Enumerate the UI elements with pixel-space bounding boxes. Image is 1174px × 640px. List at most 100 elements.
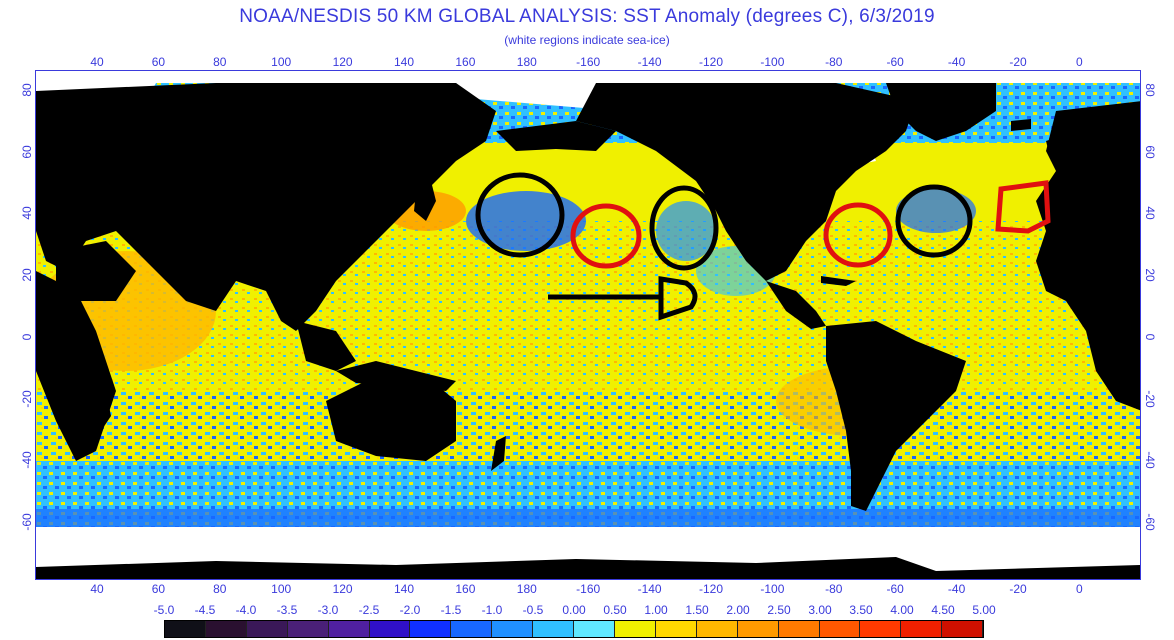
longitude-label: -140: [637, 582, 662, 596]
longitude-label: 80: [213, 582, 227, 596]
colorbar-label: -0.5: [522, 603, 544, 617]
north-america-land: [576, 83, 916, 281]
latitude-label: 60: [20, 145, 34, 159]
colorbar-swatch: [614, 621, 656, 637]
longitude-label: 180: [516, 582, 537, 596]
colorbar-swatch: [860, 621, 902, 637]
colorbar-swatch: [165, 621, 206, 637]
colorbar-label: 1.00: [644, 603, 668, 617]
longitude-label: 80: [213, 55, 227, 69]
colorbar-label: 0.00: [562, 603, 586, 617]
colorbar-swatch: [410, 621, 452, 637]
map-canvas: [36, 71, 1140, 579]
colorbar-swatch: [574, 621, 615, 637]
longitude-label: 120: [332, 582, 353, 596]
japan-land: [414, 181, 436, 221]
colorbar-label: -4.0: [235, 603, 257, 617]
colorbar-label: 4.50: [931, 603, 955, 617]
sst-anomaly-map: [35, 70, 1141, 580]
colorbar-swatch: [451, 621, 493, 637]
colorbar-swatch: [737, 621, 779, 637]
latitude-label: 40: [1143, 206, 1157, 221]
annotation-red-circle-3: [995, 180, 1051, 234]
colorbar-swatch: [819, 621, 861, 637]
africa-land: [36, 271, 116, 461]
antarctica-land: [36, 557, 1140, 579]
longitude-label: -120: [698, 582, 724, 596]
longitude-label: -40: [947, 582, 966, 596]
longitude-label: 160: [455, 582, 476, 596]
latitude-label: -60: [1143, 513, 1157, 531]
latitude-label: 40: [20, 206, 34, 221]
longitude-label: 0: [1076, 582, 1083, 596]
longitude-label: -160: [576, 582, 601, 596]
colorbar-label: -1.0: [481, 603, 503, 617]
colorbar-swatch: [696, 621, 738, 637]
annotation-red-circle-1: [570, 203, 642, 269]
colorbar-swatch: [205, 621, 247, 637]
madagascar-land: [96, 391, 111, 431]
colorbar-swatch: [778, 621, 820, 637]
colorbar-label: 4.00: [890, 603, 914, 617]
colorbar-swatch: [901, 621, 943, 637]
longitude-label: 40: [90, 582, 104, 596]
colorbar-label: 0.50: [603, 603, 627, 617]
longitude-label: -40: [947, 55, 966, 69]
new-zealand-land: [491, 436, 506, 471]
colorbar-label: -1.5: [440, 603, 462, 617]
colorbar-label: 3.50: [849, 603, 873, 617]
british-isles-land: [1046, 136, 1066, 161]
south-america-land: [826, 321, 966, 511]
latitude-label: 60: [1143, 145, 1157, 159]
antarctic-coastal-cool: [36, 509, 1140, 527]
longitude-label: -140: [637, 55, 662, 69]
longitude-label: -60: [886, 582, 904, 596]
longitude-label: -120: [698, 55, 724, 69]
colorbar-swatch: [369, 621, 411, 637]
longitude-label: 60: [151, 55, 166, 69]
annotation-black-circle-1: [475, 172, 565, 258]
colorbar-label: -4.5: [194, 603, 216, 617]
colorbar-label: -2.0: [399, 603, 421, 617]
colorbar-label: 5.00: [972, 603, 996, 617]
chart-subtitle: (white regions indicate sea-ice): [504, 33, 670, 47]
longitude-label: -100: [760, 582, 785, 596]
latitude-label: 0: [1143, 333, 1157, 341]
latitude-label: -40: [1143, 451, 1157, 469]
latitude-label: -40: [20, 451, 34, 469]
latitude-label: 0: [20, 333, 34, 341]
longitude-label: -20: [1009, 582, 1027, 596]
colorbar-label: -5.0: [153, 603, 175, 617]
colorbar-label: 3.00: [808, 603, 832, 617]
annotation-black-arrow: [548, 276, 698, 321]
longitude-label: 140: [393, 55, 415, 69]
cuba-land: [821, 276, 856, 286]
alaska-land: [496, 121, 616, 151]
longitude-label: 60: [151, 582, 166, 596]
arctic-sea-ice: [36, 71, 1140, 83]
colorbar: [164, 620, 984, 638]
north-pacific-cool: [466, 191, 586, 251]
colorbar-swatch: [942, 621, 984, 637]
latitude-label: -20: [1143, 389, 1157, 408]
southern-ocean-speckled: [36, 391, 1140, 461]
chart-title: NOAA/NESDIS 50 KM GLOBAL ANALYSIS: SST A…: [239, 6, 935, 27]
greenland-land: [886, 83, 996, 141]
gulf-of-alaska-cool: [656, 201, 716, 261]
longitude-label: -60: [886, 55, 904, 69]
longitude-label: 0: [1076, 55, 1083, 69]
colorbar-swatch: [655, 621, 697, 637]
longitude-label: 180: [516, 55, 537, 69]
colorbar-label: -3.0: [317, 603, 339, 617]
colorbar-label: -2.5: [358, 603, 380, 617]
longitude-label: -80: [825, 55, 843, 69]
latitude-label: 20: [20, 268, 34, 282]
latitude-label: 20: [1143, 268, 1157, 282]
longitude-label: 140: [393, 582, 415, 596]
longitude-label: 100: [271, 582, 292, 596]
colorbar-swatch: [492, 621, 534, 637]
colorbar-swatch: [328, 621, 370, 637]
longitude-label: 160: [455, 55, 476, 69]
arabia-land: [56, 241, 136, 301]
longitude-label: 40: [90, 55, 104, 69]
